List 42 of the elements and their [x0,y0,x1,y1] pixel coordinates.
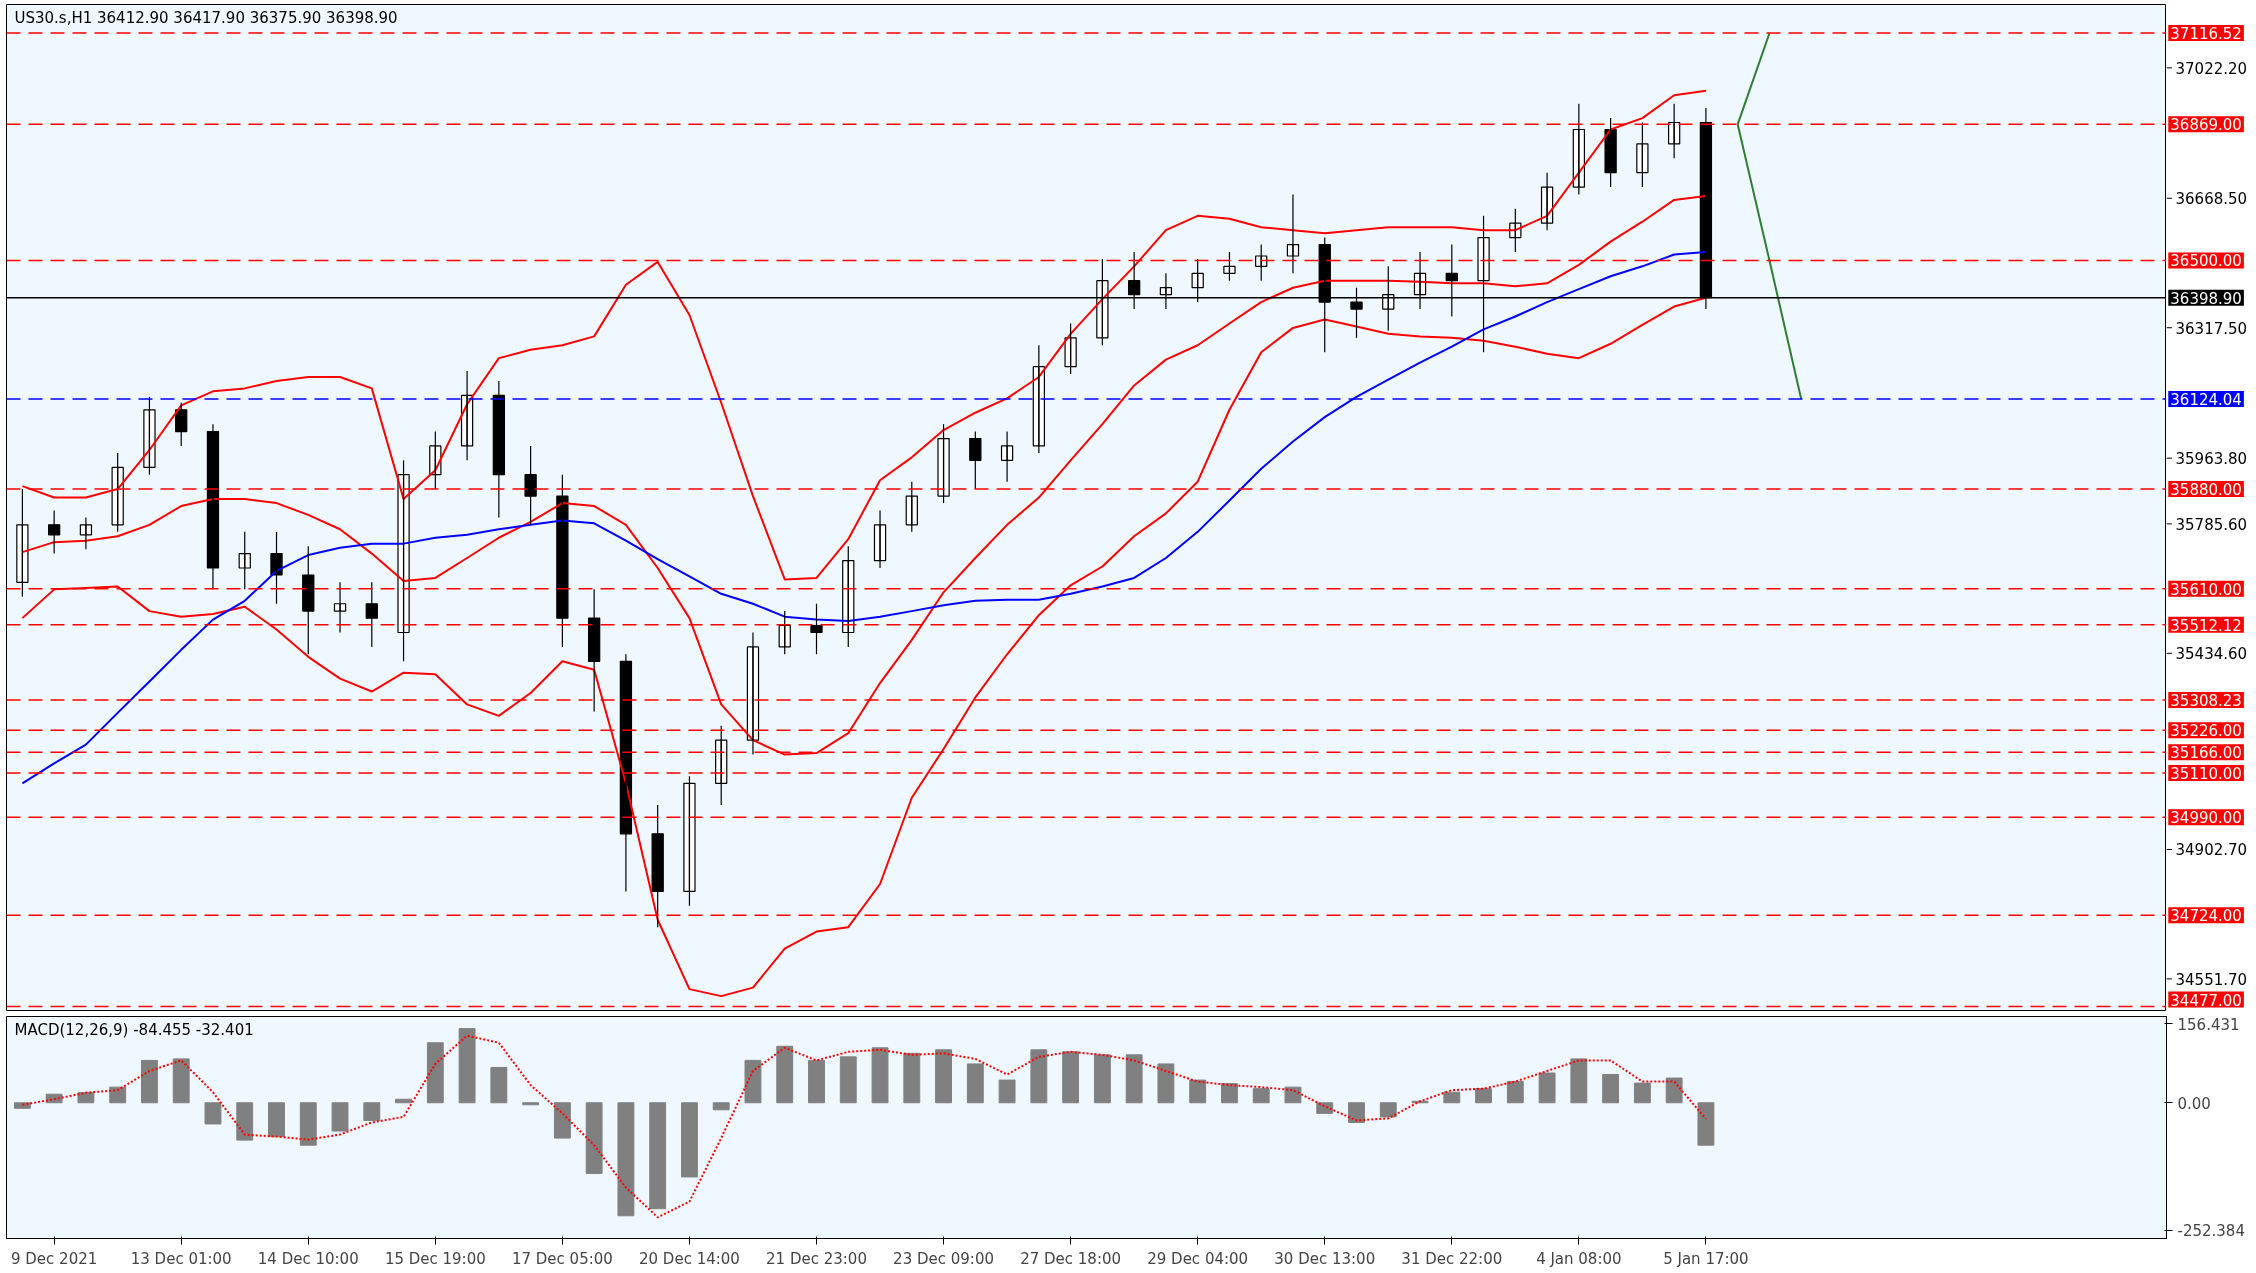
ref-line-label: 35166.00 [2170,744,2242,763]
y-tick-label: 34902.70 [2175,841,2248,860]
ref-line-label: 35610.00 [2170,580,2242,599]
x-tick-label: 9 Dec 2021 [11,1249,98,1268]
x-tick-label: 23 Dec 09:00 [893,1249,995,1268]
y-tick-label: 0.00 [2177,1094,2211,1113]
x-tick-label: 29 Dec 04:00 [1147,1249,1249,1268]
x-tick-label: 15 Dec 19:00 [384,1249,486,1268]
y-tick-label: 34551.70 [2175,970,2248,989]
y-tick-label: -252.384 [2177,1222,2245,1241]
ref-line-label: 35308.23 [2170,691,2242,710]
ref-line-label: 36398.90 [2170,289,2242,308]
x-tick-label: 21 Dec 23:00 [766,1249,867,1268]
x-tick-label: 31 Dec 22:00 [1401,1249,1503,1268]
x-tick-label: 13 Dec 01:00 [130,1249,232,1268]
y-tick-label: 35963.80 [2175,450,2248,469]
y-tick-label: 35785.60 [2175,515,2248,534]
x-tick-label: 30 Dec 13:00 [1274,1249,1376,1268]
ref-line-label: 36869.00 [2170,116,2242,135]
ref-line-label: 34990.00 [2170,809,2242,828]
x-tick-label: 27 Dec 18:00 [1020,1249,1122,1268]
ref-line-label: 36500.00 [2170,252,2242,271]
x-tick-label: 17 Dec 05:00 [511,1249,613,1268]
y-tick-label: 36317.50 [2175,319,2248,338]
y-tick-label: 35434.60 [2175,645,2248,664]
y-tick-label: 37022.20 [2175,59,2248,78]
ref-line-label: 35880.00 [2170,481,2242,500]
x-tick-label: 4 Jan 08:00 [1536,1249,1622,1268]
ref-line-label: 37116.52 [2170,25,2242,44]
ref-line-label: 35110.00 [2170,765,2242,784]
ref-line-label: 34724.00 [2170,907,2242,926]
ref-line-label: 36124.04 [2170,391,2242,410]
ref-line-label: 34477.00 [2170,991,2242,1010]
ref-line-label: 35512.12 [2170,616,2242,635]
y-tick-label: 36668.50 [2175,190,2248,209]
y-tick-label: 156.431 [2177,1015,2240,1034]
x-tick-label: 20 Dec 14:00 [639,1249,740,1268]
chart-title: MACD(12,26,9) -84.455 -32.401 [14,1020,254,1039]
x-tick-label: 14 Dec 10:00 [257,1249,359,1268]
ref-line-label: 35226.00 [2170,722,2242,741]
chart-title: US30.s,H1 36412.90 36417.90 36375.90 36398.90 [14,8,398,27]
x-tick-label: 5 Jan 17:00 [1663,1249,1749,1268]
